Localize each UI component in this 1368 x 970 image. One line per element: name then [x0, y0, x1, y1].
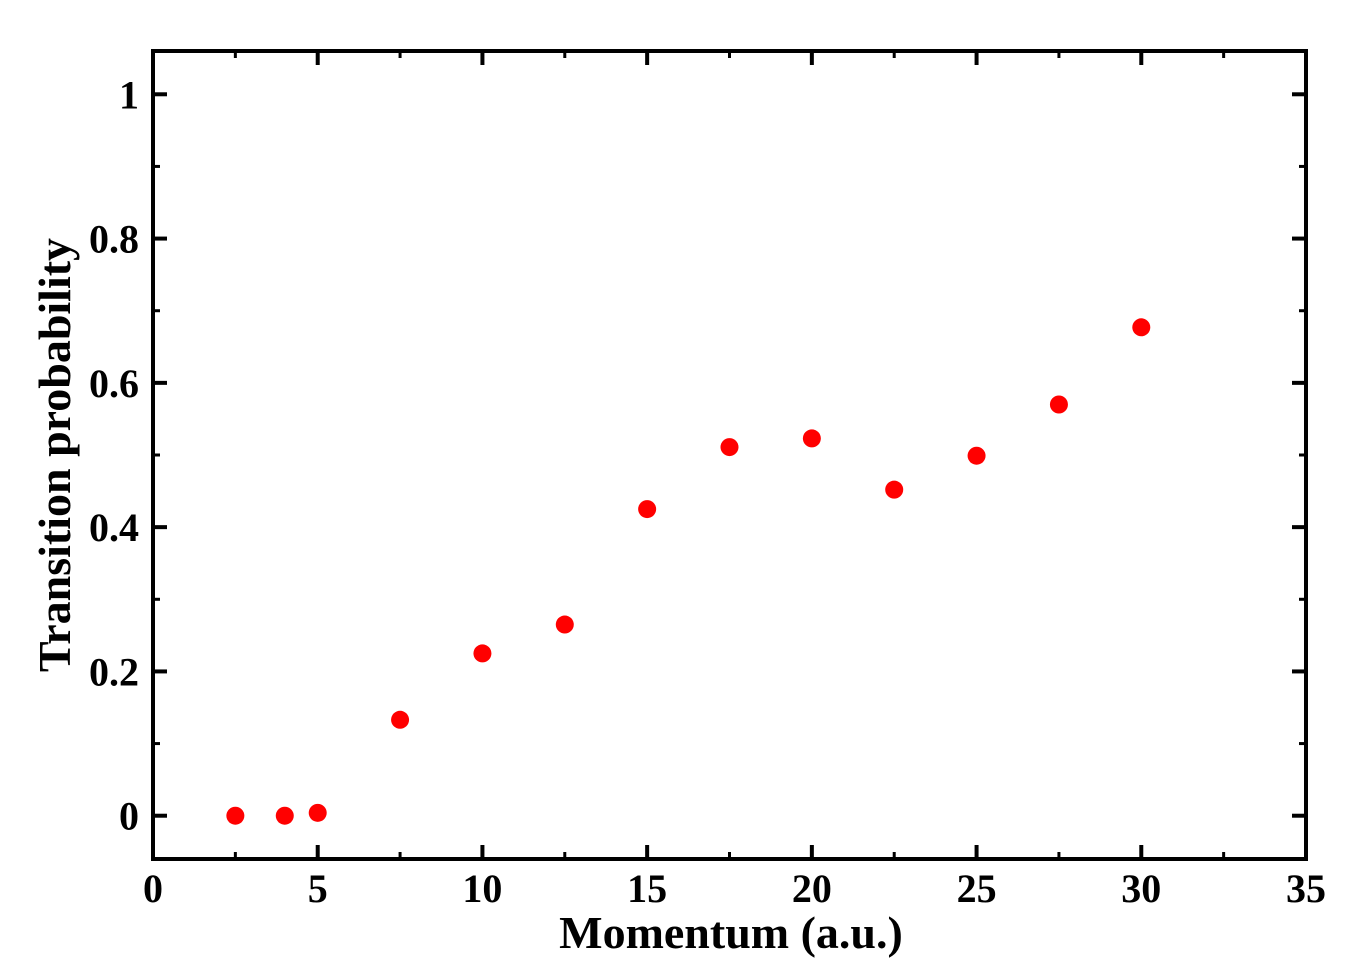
y-tick-label: 0.4: [89, 505, 139, 550]
x-tick-label: 5: [308, 866, 328, 911]
data-point: [638, 500, 657, 519]
data-point: [802, 429, 821, 448]
data-point: [720, 438, 739, 457]
x-tick-label: 20: [792, 866, 832, 911]
data-point: [226, 806, 245, 825]
data-point: [555, 615, 574, 634]
x-tick-labels: 0 5 10 15 20 25 30 35: [143, 866, 1326, 911]
data-point: [391, 710, 410, 729]
x-tick-label: 30: [1121, 866, 1161, 911]
data-point: [308, 803, 327, 822]
x-tick-label: 25: [957, 866, 997, 911]
x-axis-title: Momentum (a.u.): [559, 907, 903, 958]
x-tick-label: 0: [143, 866, 163, 911]
y-axis-title: Transition probability: [29, 238, 80, 672]
y-tick-label: 0.8: [89, 217, 139, 262]
data-point: [885, 480, 904, 499]
plot-frame: [151, 49, 1308, 861]
data-point: [1132, 318, 1151, 337]
y-tick-label: 0.6: [89, 361, 139, 406]
x-tick-label: 15: [627, 866, 667, 911]
y-tick-label: 0.2: [89, 649, 139, 694]
y-tick-labels: 0 0.2 0.4 0.6 0.8 1: [89, 72, 139, 838]
data-point: [1049, 395, 1068, 414]
y-tick-label: 0: [119, 794, 139, 839]
x-tick-label: 10: [462, 866, 502, 911]
data-point: [967, 446, 986, 465]
data-point: [473, 644, 492, 663]
data-points: [226, 318, 1151, 825]
x-tick-label: 35: [1286, 866, 1326, 911]
data-point: [275, 806, 294, 825]
y-tick-label: 1: [119, 72, 139, 117]
